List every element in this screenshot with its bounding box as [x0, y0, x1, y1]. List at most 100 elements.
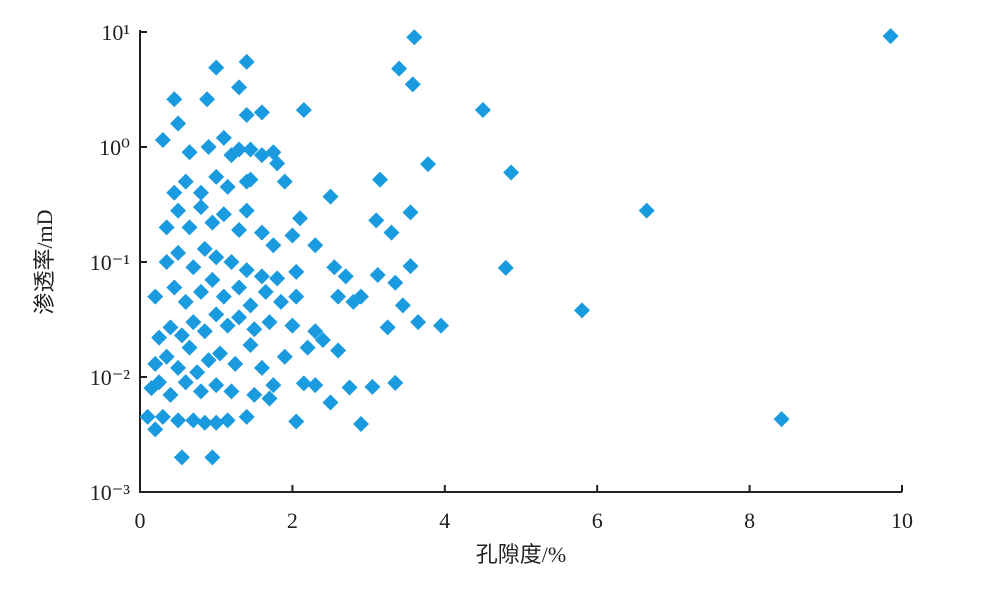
point	[231, 221, 248, 238]
point	[162, 386, 179, 403]
point	[253, 104, 270, 121]
point	[330, 342, 347, 359]
point	[368, 212, 385, 229]
point	[215, 129, 232, 146]
point	[208, 59, 225, 76]
point	[288, 413, 305, 430]
point	[212, 345, 229, 362]
point	[154, 132, 171, 149]
y-tick-label: 10¹	[101, 20, 130, 45]
point	[276, 348, 293, 365]
point	[200, 352, 217, 369]
point	[231, 309, 248, 326]
y-tick-label: 10⁰	[99, 135, 130, 160]
point	[204, 214, 221, 231]
point	[402, 258, 419, 275]
point	[364, 378, 381, 395]
point	[295, 101, 312, 118]
point	[177, 173, 194, 190]
point	[497, 259, 514, 276]
point	[292, 210, 309, 227]
point	[246, 321, 263, 338]
point	[166, 279, 183, 296]
point	[284, 317, 301, 334]
point	[238, 408, 255, 425]
point	[337, 268, 354, 285]
point	[139, 408, 156, 425]
point	[238, 53, 255, 70]
point	[200, 139, 217, 155]
point	[276, 173, 293, 190]
point	[242, 336, 259, 353]
point	[307, 377, 324, 394]
point	[215, 288, 232, 305]
point	[420, 156, 437, 173]
point	[253, 224, 270, 241]
point	[394, 297, 411, 314]
point	[299, 339, 316, 356]
point	[261, 314, 278, 331]
point	[181, 219, 198, 236]
point	[192, 283, 209, 300]
point	[177, 374, 194, 391]
point	[162, 319, 179, 336]
point	[257, 283, 274, 300]
point	[196, 240, 213, 257]
point	[154, 408, 171, 425]
point	[204, 271, 221, 288]
point	[192, 199, 209, 216]
point	[219, 317, 236, 334]
point	[253, 359, 270, 376]
point	[242, 297, 259, 314]
point	[238, 202, 255, 219]
point	[231, 79, 248, 96]
point	[410, 314, 427, 331]
point	[196, 414, 213, 431]
point	[272, 293, 289, 310]
point	[185, 412, 202, 429]
point	[288, 288, 305, 305]
point	[151, 329, 168, 346]
point	[147, 288, 164, 305]
point	[215, 206, 232, 223]
point	[341, 379, 358, 396]
x-tick-label: 4	[439, 508, 450, 533]
point	[208, 414, 225, 431]
point	[219, 178, 236, 195]
point	[192, 184, 209, 201]
point	[406, 29, 423, 46]
point	[238, 262, 255, 279]
point	[387, 374, 404, 391]
point	[307, 237, 324, 254]
point	[170, 412, 187, 429]
y-tick-label: 10⁻¹	[90, 250, 130, 275]
point	[166, 91, 183, 108]
point	[170, 202, 187, 219]
y-tick-label: 10⁻²	[90, 365, 131, 390]
point	[185, 314, 202, 331]
x-tick-label: 2	[287, 508, 298, 533]
point	[882, 28, 899, 45]
point	[383, 224, 400, 241]
point	[199, 91, 216, 108]
y-axis-label: 渗透率/mD	[32, 209, 57, 314]
point	[265, 237, 282, 254]
point	[158, 348, 175, 365]
point	[192, 383, 209, 400]
point	[261, 390, 278, 407]
point	[269, 270, 286, 287]
point	[208, 306, 225, 323]
x-axis-label: 孔隙度/%	[476, 542, 566, 567]
point	[204, 449, 221, 466]
point	[295, 375, 312, 392]
y-tick-label: 10⁻³	[90, 480, 131, 505]
point	[253, 147, 270, 164]
point	[173, 449, 190, 466]
point	[379, 319, 396, 336]
point	[166, 184, 183, 201]
x-tick-label: 10	[891, 508, 913, 533]
point	[242, 171, 259, 188]
point	[223, 254, 240, 270]
